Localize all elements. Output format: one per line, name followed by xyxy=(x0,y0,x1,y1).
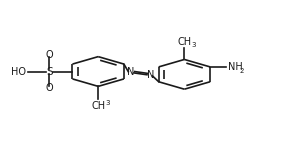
Text: S: S xyxy=(46,66,53,77)
Text: CH: CH xyxy=(177,37,191,47)
Text: CH: CH xyxy=(91,101,105,111)
Text: 2: 2 xyxy=(239,68,244,74)
Text: N: N xyxy=(147,70,154,81)
Text: O: O xyxy=(45,50,53,60)
Text: 3: 3 xyxy=(105,100,110,106)
Text: NH: NH xyxy=(228,62,243,72)
Text: O: O xyxy=(45,83,53,93)
Text: 3: 3 xyxy=(191,42,196,48)
Text: N: N xyxy=(127,67,134,77)
Text: HO: HO xyxy=(11,66,26,77)
